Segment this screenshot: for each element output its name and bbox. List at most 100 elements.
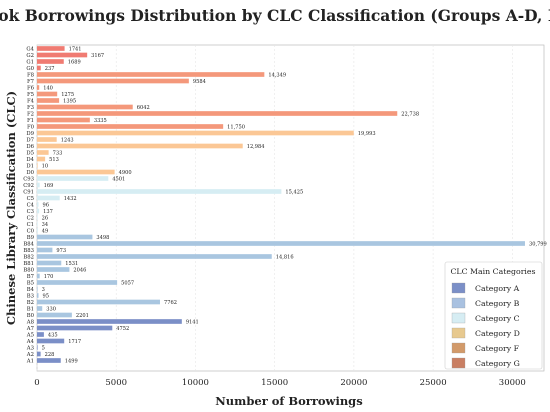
value-label: 3335: [94, 118, 107, 124]
bar-b82: [37, 254, 272, 259]
legend: CLC Main Categories Category A Category B…: [444, 261, 543, 370]
category-label: C3: [27, 209, 34, 215]
x-tick-label: 30000: [499, 378, 526, 388]
bars-group: [37, 46, 525, 363]
bar-c1: [37, 221, 38, 227]
value-label: 3: [42, 287, 45, 293]
value-label: 12,984: [247, 144, 265, 150]
bar-g4: [37, 46, 65, 51]
bar-f7: [37, 78, 189, 84]
bar-c93: [37, 176, 109, 181]
x-tick-label: 5000: [105, 378, 127, 388]
legend-box: [444, 261, 543, 370]
value-label: 1499: [65, 358, 78, 364]
category-label: C1: [27, 222, 34, 228]
bar-a8: [37, 319, 182, 324]
category-label: G1: [26, 59, 34, 65]
bar-a4: [37, 338, 65, 344]
category-label: F4: [27, 98, 35, 104]
value-label: 9584: [193, 79, 206, 85]
category-label: C91: [23, 189, 34, 195]
value-label: 3167: [91, 53, 104, 59]
category-label: F0: [27, 124, 35, 130]
value-label: 4752: [116, 326, 129, 332]
value-label: 9141: [186, 319, 199, 325]
category-label: D7: [26, 137, 34, 143]
category-label: B1: [27, 306, 34, 312]
category-label: C2: [27, 215, 34, 221]
plot-frame: [36, 44, 545, 372]
bar-f2: [37, 111, 398, 116]
value-label: 1243: [61, 137, 74, 143]
category-label: G4: [26, 46, 34, 52]
bar-f4: [37, 98, 60, 103]
value-label: 96: [43, 202, 49, 208]
category-label: B7: [27, 274, 34, 280]
value-label: 3498: [96, 235, 109, 241]
value-label: 1531: [65, 261, 78, 267]
value-label: 30,799: [529, 241, 547, 247]
value-label: 22,738: [401, 111, 419, 117]
value-label: 1741: [69, 46, 82, 52]
value-label: 170: [44, 274, 54, 280]
x-tick-label: 15000: [261, 378, 288, 388]
value-label: 7762: [164, 300, 177, 306]
value-label: 973: [56, 248, 66, 254]
bar-b81: [37, 260, 62, 266]
bar-d4: [37, 156, 46, 162]
legend-label: Category C: [475, 314, 520, 323]
legend-swatch: [451, 342, 466, 354]
category-label: B2: [27, 300, 34, 306]
legend-entries: Category A Category B Category C Category D…: [451, 282, 520, 369]
bar-b4: [37, 286, 38, 292]
bar-g1: [37, 59, 64, 64]
category-label: C0: [27, 228, 35, 234]
value-label: 19,993: [358, 131, 376, 137]
category-label: F6: [27, 85, 35, 91]
value-label: 15,425: [285, 189, 303, 195]
legend-swatch: [451, 297, 466, 309]
bar-b84: [37, 241, 525, 246]
bar-a7: [37, 325, 113, 331]
category-label: B82: [23, 254, 34, 260]
legend-swatch: [451, 327, 466, 339]
x-tick-labels: 0 5000 10000 15000 20000 25000 30000: [34, 378, 526, 388]
bar-f0: [37, 124, 224, 129]
category-label: D1: [26, 163, 34, 169]
category-label: F1: [27, 118, 34, 124]
bar-g0: [37, 65, 41, 71]
bar-a5: [37, 332, 44, 337]
bar-d6: [37, 143, 243, 149]
value-label: 137: [43, 209, 53, 215]
category-label: F5: [27, 92, 34, 98]
category-label: B4: [27, 287, 35, 293]
chart-title: Book Borrowings Distribution by CLC Clas…: [0, 6, 550, 25]
category-label: A8: [26, 319, 35, 325]
bar-f5: [37, 91, 58, 97]
bar-f1: [37, 117, 90, 123]
category-label: B0: [27, 313, 35, 319]
value-label: 95: [43, 293, 49, 299]
category-label: A4: [26, 339, 35, 345]
bar-c92: [37, 182, 40, 188]
value-label: 11,750: [227, 124, 245, 130]
value-label: 513: [49, 157, 59, 163]
category-label: A2: [26, 352, 34, 358]
bar-a3: [37, 345, 38, 350]
legend-swatch: [451, 357, 466, 369]
value-label: 140: [43, 85, 53, 91]
bar-d5: [37, 150, 49, 155]
bar-c91: [37, 189, 282, 194]
value-label: 4501: [112, 176, 125, 182]
category-label: D0: [26, 170, 34, 176]
category-labels: G4G2G1G0F8F7F6F5F4F3F2F1F0D9D7D6D5D4D1D0…: [23, 46, 34, 364]
value-label: 14,349: [268, 72, 286, 78]
value-label: 435: [48, 332, 58, 338]
bar-b83: [37, 247, 53, 253]
legend-label: Category B: [475, 299, 520, 308]
bar-c5: [37, 195, 60, 201]
value-label: 1275: [61, 92, 74, 98]
category-label: F3: [27, 105, 34, 111]
x-tick-label: 25000: [420, 378, 447, 388]
